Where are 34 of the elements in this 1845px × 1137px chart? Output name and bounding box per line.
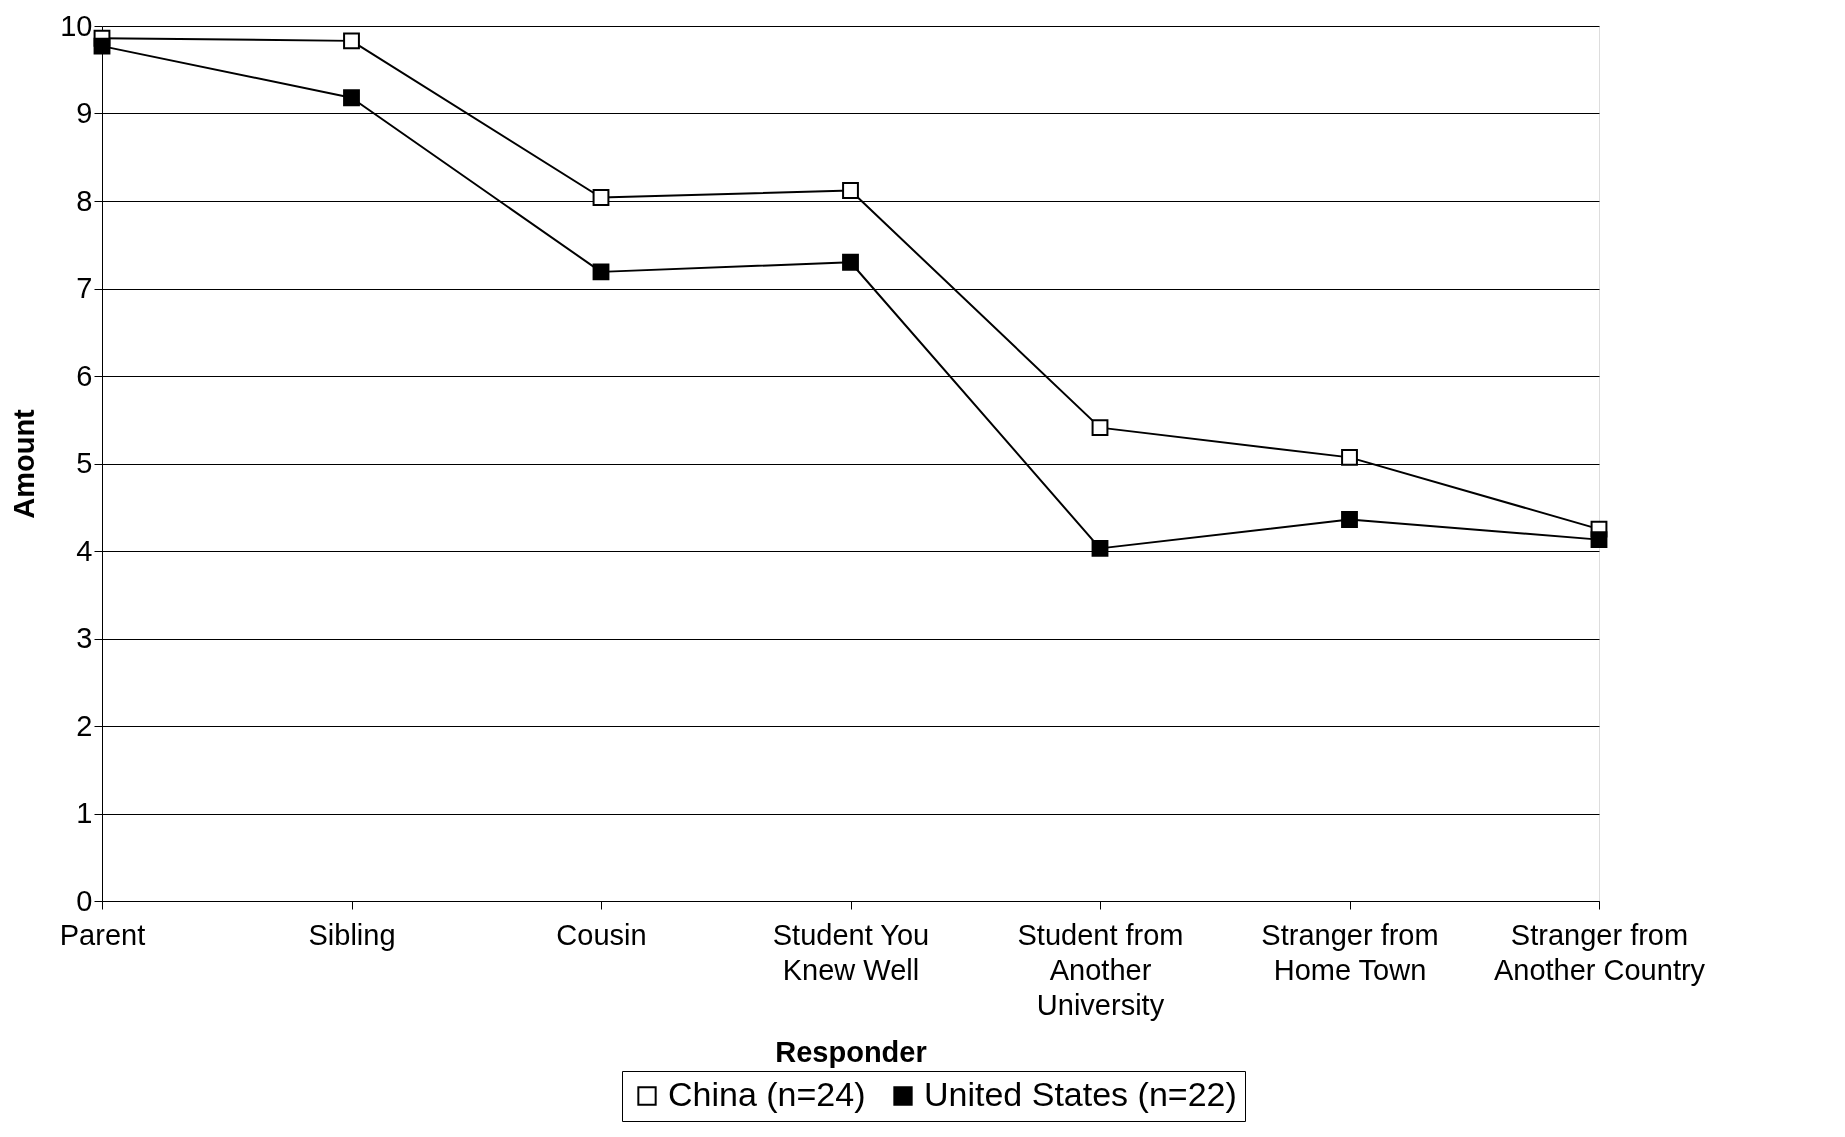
point: [1091, 539, 1109, 557]
point: [592, 189, 610, 206]
point: [1341, 448, 1358, 466]
x-tick-label: Cousin: [556, 918, 647, 951]
y-tick-label: 2: [76, 709, 93, 742]
y-axis-title: Amount: [8, 408, 41, 519]
x-tick-label: Sibling: [308, 918, 396, 951]
y-tick-label: 1: [76, 797, 93, 829]
x-tick-label: Student You Knew Well: [772, 918, 930, 986]
y-tick-label: 7: [76, 272, 93, 304]
point: [842, 253, 859, 271]
y-tick-label: 0: [76, 884, 93, 917]
x-axis-title: Responder: [775, 1035, 927, 1068]
x-tick-label: Parent: [59, 918, 146, 951]
point: [1341, 511, 1358, 528]
legend-label: United States (n=22): [924, 1075, 1237, 1113]
point: [592, 263, 610, 281]
x-tick-label: Student from Another University: [1017, 918, 1184, 1021]
point: [1590, 531, 1608, 549]
legend-label: China (n=24): [668, 1075, 866, 1113]
x-tick-label: Stranger from Home Town: [1261, 918, 1439, 986]
point: [343, 89, 360, 107]
point: [93, 37, 111, 55]
y-tick-label: 9: [76, 97, 93, 129]
y-tick-label: 8: [76, 184, 93, 217]
point: [842, 182, 859, 199]
point: [1091, 419, 1109, 437]
x-tick-label: Stranger from Another Country: [1493, 918, 1706, 986]
y-tick-label: 3: [76, 622, 93, 654]
y-tick-label: 5: [76, 447, 93, 479]
y-tick-label: 6: [76, 359, 93, 392]
y-tick-label: 4: [76, 534, 93, 567]
y-tick-label: 10: [60, 9, 93, 42]
point: [343, 32, 360, 50]
